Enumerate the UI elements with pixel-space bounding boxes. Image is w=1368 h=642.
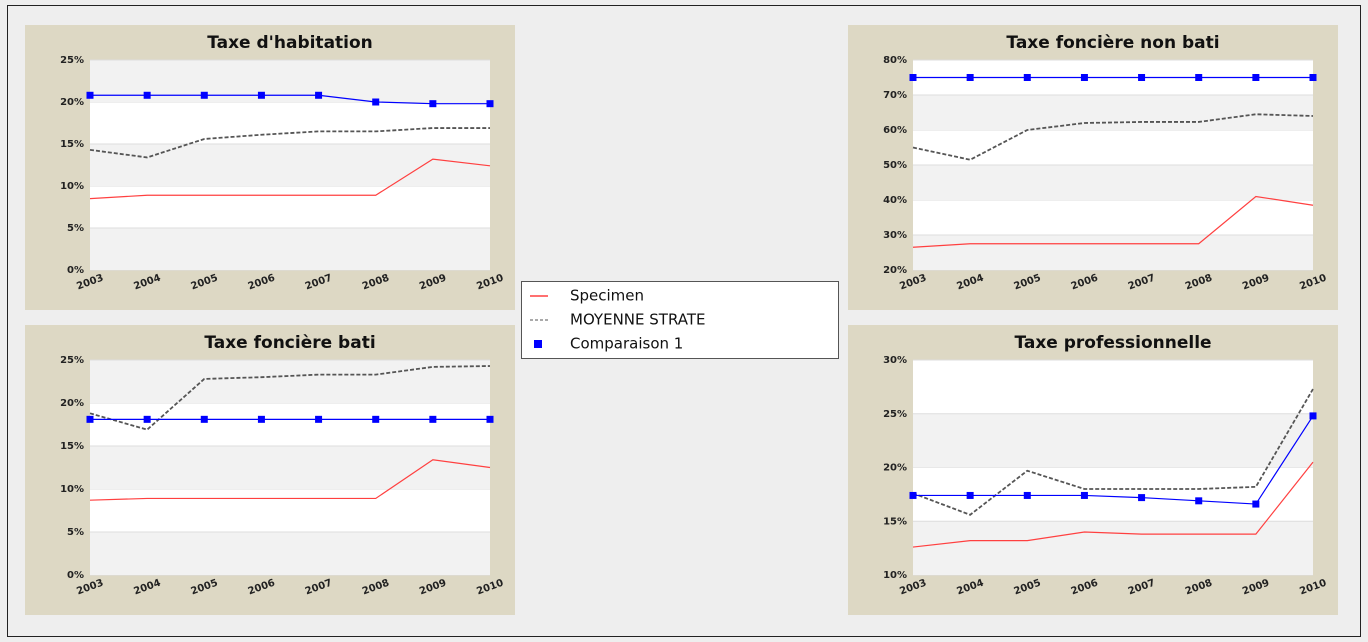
data-point bbox=[315, 415, 323, 423]
grid-band bbox=[913, 521, 1313, 575]
series-line bbox=[913, 415, 1314, 505]
series-line bbox=[912, 461, 1314, 548]
y-tick-label: 30% bbox=[883, 230, 907, 241]
grid-band bbox=[913, 165, 1313, 200]
chart-panel: Taxe foncière non bati 20% 30% 40% 50% 60% 70%… bbox=[848, 25, 1338, 310]
legend-label: Comparaison 1 bbox=[570, 335, 683, 353]
y-tick-label: 70% bbox=[883, 90, 907, 101]
y-tick-label: 20% bbox=[60, 398, 84, 409]
legend-label: Specimen bbox=[570, 287, 644, 305]
y-tick-label: 60% bbox=[883, 125, 907, 136]
series-line bbox=[89, 127, 490, 159]
y-tick-label: 30% bbox=[883, 355, 907, 366]
data-point bbox=[1195, 74, 1203, 81]
y-tick-label: 25% bbox=[60, 355, 84, 366]
data-point bbox=[143, 415, 151, 423]
data-point bbox=[200, 415, 208, 423]
y-tick-label: 5% bbox=[67, 527, 84, 538]
chart-title: Taxe professionnelle bbox=[1014, 333, 1211, 353]
series-line bbox=[912, 113, 1314, 161]
data-point bbox=[86, 415, 94, 423]
data-point bbox=[1080, 74, 1088, 81]
legend-box bbox=[521, 281, 839, 359]
data-point bbox=[909, 74, 917, 81]
y-tick-label: 10% bbox=[60, 181, 84, 192]
data-point bbox=[86, 91, 94, 99]
series-line bbox=[89, 158, 491, 200]
series-line bbox=[89, 459, 491, 501]
data-point bbox=[429, 100, 437, 108]
series-line bbox=[89, 365, 491, 431]
data-point bbox=[966, 491, 974, 499]
grid-band bbox=[913, 95, 1313, 130]
y-tick-label: 15% bbox=[60, 139, 84, 150]
data-point bbox=[257, 91, 265, 99]
data-point bbox=[1309, 74, 1317, 81]
data-point bbox=[372, 98, 380, 106]
series-line bbox=[912, 195, 1314, 248]
y-tick-label: 50% bbox=[883, 160, 907, 171]
grid-band bbox=[90, 360, 490, 403]
grid-band bbox=[90, 532, 490, 575]
data-point bbox=[1138, 74, 1146, 81]
data-point bbox=[1138, 494, 1146, 502]
y-tick-label: 5% bbox=[67, 223, 84, 234]
data-point bbox=[1080, 491, 1088, 499]
y-tick-label: 0% bbox=[67, 265, 84, 276]
y-tick-label: 80% bbox=[883, 55, 907, 66]
y-tick-label: 20% bbox=[60, 97, 84, 108]
data-point bbox=[1252, 74, 1260, 81]
data-point bbox=[486, 415, 494, 423]
data-point bbox=[1195, 497, 1203, 505]
legend-label: MOYENNE STRATE bbox=[570, 311, 706, 329]
y-tick-label: 15% bbox=[883, 516, 907, 527]
chart-title: Taxe foncière non bati bbox=[1006, 33, 1219, 53]
data-point bbox=[372, 415, 380, 423]
data-point bbox=[200, 91, 208, 99]
data-point bbox=[1309, 412, 1317, 420]
data-point bbox=[1023, 491, 1031, 499]
series-line bbox=[90, 94, 490, 105]
legend-swatch bbox=[534, 340, 542, 348]
grid-band bbox=[90, 228, 490, 270]
data-point bbox=[429, 415, 437, 423]
y-tick-label: 10% bbox=[60, 484, 84, 495]
y-tick-label: 25% bbox=[60, 55, 84, 66]
data-point bbox=[909, 491, 917, 499]
grid-band bbox=[913, 235, 1313, 270]
data-point bbox=[143, 91, 151, 99]
y-tick-label: 15% bbox=[60, 441, 84, 452]
data-point bbox=[486, 100, 494, 108]
data-point bbox=[966, 74, 974, 81]
y-tick-label: 0% bbox=[67, 570, 84, 581]
chart-title: Taxe foncière bati bbox=[204, 333, 375, 353]
y-tick-label: 40% bbox=[883, 195, 907, 206]
chart-title: Taxe d'habitation bbox=[207, 33, 373, 53]
y-tick-label: 20% bbox=[883, 265, 907, 276]
y-tick-label: 25% bbox=[883, 409, 907, 420]
series-line bbox=[912, 388, 1314, 516]
data-point bbox=[257, 415, 265, 423]
data-point bbox=[315, 91, 323, 99]
y-tick-label: 20% bbox=[883, 463, 907, 474]
grid-band bbox=[90, 144, 490, 186]
legend: Specimen MOYENNE STRATE Comparaison 1 bbox=[521, 281, 839, 359]
grid-band bbox=[90, 446, 490, 489]
data-point bbox=[1023, 74, 1031, 81]
grid-band bbox=[913, 413, 1313, 468]
data-point bbox=[1252, 500, 1260, 508]
y-tick-label: 10% bbox=[883, 570, 907, 581]
